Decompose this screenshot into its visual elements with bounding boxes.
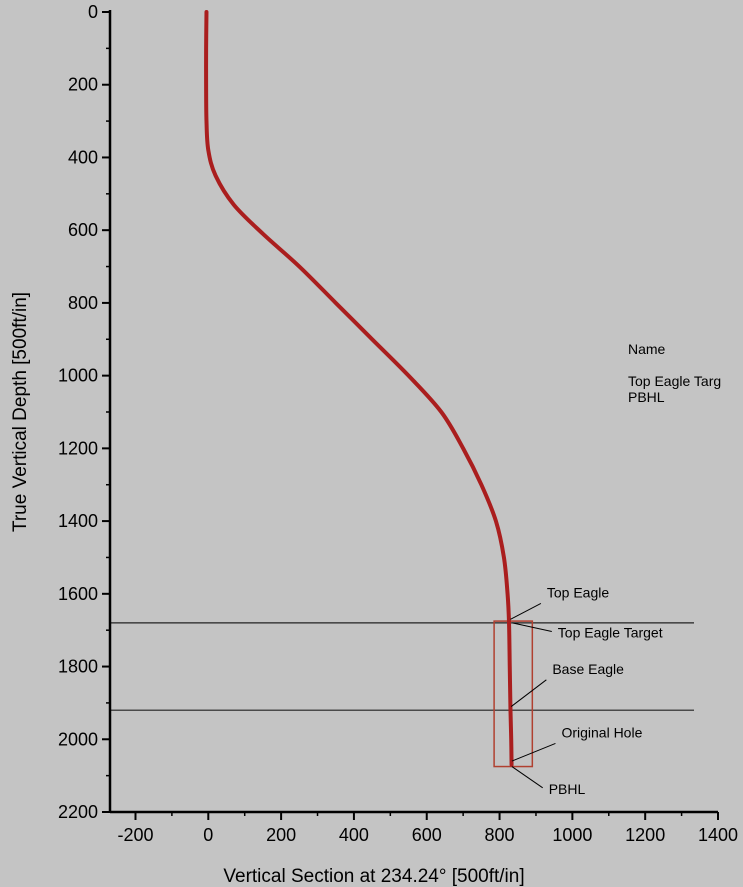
- x-tick-label: 200: [266, 825, 296, 845]
- y-ticks: 0 200 400 600 800 1000 1200 1400 1600 1800 2000 220…: [58, 2, 110, 822]
- x-ticks: -200 0 200 400 600 800 1000 1200 1400: [117, 812, 738, 845]
- side-panel-item: Top Eagle Targ: [628, 373, 721, 389]
- annotation-label: Base Eagle: [552, 661, 624, 677]
- annotation-label: Original Hole: [561, 724, 642, 740]
- annotation-leader: [511, 766, 543, 789]
- annotation-label: Top Eagle Target: [558, 624, 663, 640]
- target-box: [493, 620, 534, 768]
- y-tick-label: 600: [68, 220, 98, 240]
- y-tick-label: 400: [68, 147, 98, 167]
- annotation-label: PBHL: [549, 781, 586, 797]
- y-axis-title: True Vertical Depth [500ft/in]: [10, 292, 31, 532]
- y-tick-label: 1600: [58, 584, 98, 604]
- x-tick-label: -200: [117, 825, 153, 845]
- annotation-leader: [510, 679, 547, 707]
- annotations: Top Eagle Top Eagle Target Base Eagle Origi…: [510, 584, 663, 797]
- side-panel: Name Top Eagle Targ PBHL: [628, 341, 721, 405]
- axes: [108, 10, 718, 814]
- side-panel-header: Name: [628, 341, 666, 357]
- annotation-leader: [510, 603, 542, 620]
- x-tick-label: 400: [339, 825, 369, 845]
- y-tick-label: 200: [68, 75, 98, 95]
- x-axis-title: Vertical Section at 234.24° [500ft/in]: [223, 866, 524, 887]
- y-tick-label: 1800: [58, 657, 98, 677]
- annotation-leader: [511, 742, 556, 762]
- series-group: [204, 10, 514, 767]
- annotation-leader: [512, 622, 552, 632]
- annotation-label: Top Eagle: [547, 584, 609, 600]
- y-tick-label: 1000: [58, 366, 98, 386]
- y-tick-label: 1200: [58, 438, 98, 458]
- y-tick-label: 1400: [58, 511, 98, 531]
- side-panel-item: PBHL: [628, 389, 665, 405]
- x-tick-label: 600: [412, 825, 442, 845]
- x-tick-label: 1400: [698, 825, 738, 845]
- target-box-group: [493, 620, 534, 768]
- wellpath-line: [204, 10, 514, 767]
- y-tick-label: 2200: [58, 802, 98, 822]
- formation-lines: [110, 622, 694, 711]
- y-tick-label: 800: [68, 293, 98, 313]
- x-tick-label: 800: [485, 825, 515, 845]
- x-tick-label: 1000: [552, 825, 592, 845]
- x-tick-label: 0: [203, 825, 213, 845]
- y-tick-label: 2000: [58, 729, 98, 749]
- y-tick-label: 0: [88, 2, 98, 22]
- x-tick-label: 1200: [625, 825, 665, 845]
